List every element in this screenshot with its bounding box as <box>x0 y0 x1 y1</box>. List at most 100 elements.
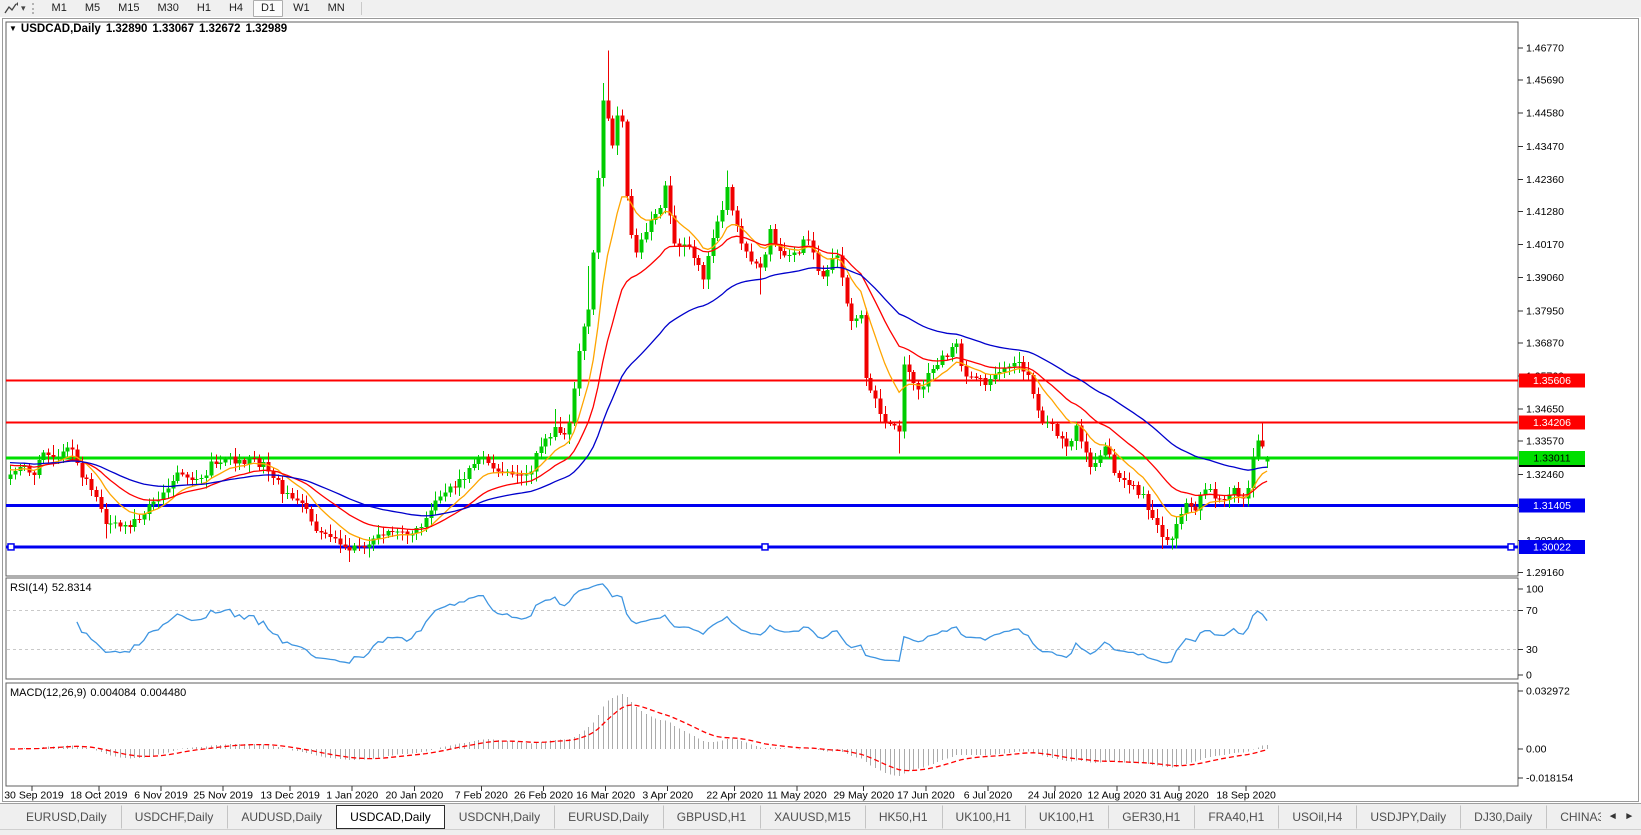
svg-text:0.032972: 0.032972 <box>1526 685 1570 697</box>
chart-tab-ger30-h1[interactable]: GER30,H1 <box>1108 804 1194 829</box>
ma-slow-line <box>9 266 1268 517</box>
svg-text:6 Nov 2019: 6 Nov 2019 <box>134 790 188 802</box>
svg-text:1 Jan 2020: 1 Jan 2020 <box>326 790 378 802</box>
svg-text:1.39060: 1.39060 <box>1526 272 1564 284</box>
timeframe-button-m1[interactable]: M1 <box>51 2 67 14</box>
svg-text:17 Jun 2020: 17 Jun 2020 <box>897 790 955 802</box>
panes <box>5 21 1519 787</box>
svg-text:0: 0 <box>1526 670 1532 682</box>
macd-main-value: 0.004084 <box>90 687 137 699</box>
svg-text:100: 100 <box>1526 584 1544 596</box>
macd-histogram <box>15 693 1268 777</box>
macd-name: MACD(12,26,9) <box>10 687 87 699</box>
timeframe-button-mn[interactable]: MN <box>327 2 345 14</box>
svg-text:1.34206: 1.34206 <box>1533 417 1571 429</box>
svg-text:31 Aug 2020: 31 Aug 2020 <box>1150 790 1209 802</box>
date-axis: 30 Sep 2019 18 Oct 2019 6 Nov 2019 25 Nov 2… <box>4 786 1276 802</box>
hline-handle[interactable] <box>761 543 769 551</box>
hline-handle[interactable] <box>1507 543 1515 551</box>
svg-text:16 Mar 2020: 16 Mar 2020 <box>576 790 635 802</box>
chart-tab-usdchf-daily[interactable]: USDCHF,Daily <box>120 804 228 829</box>
bottom-strip <box>0 829 1641 835</box>
macd-signal-line <box>10 704 1268 772</box>
svg-text:18 Oct 2019: 18 Oct 2019 <box>70 790 127 802</box>
timeframe-button-h1[interactable]: H1 <box>196 2 211 14</box>
svg-text:1.35606: 1.35606 <box>1533 375 1571 387</box>
crosshair-draw-tool-icon[interactable] <box>3 1 20 16</box>
tool-dropdown-caret-icon[interactable]: ▾ <box>21 3 26 13</box>
rsi-pane: 100 70 30 0 <box>7 583 1544 682</box>
chart-tab-eurusd-daily[interactable]: EURUSD,Daily <box>554 804 663 829</box>
toolbar-separator <box>360 2 362 15</box>
timeframe-button-m15[interactable]: M15 <box>118 2 140 14</box>
horizontal-lines[interactable] <box>6 379 1518 551</box>
chart-dropdown-icon[interactable]: ▼ <box>9 24 17 33</box>
svg-text:1.43470: 1.43470 <box>1526 141 1564 153</box>
svg-text:30 Sep 2019: 30 Sep 2019 <box>4 790 64 802</box>
drawing-tool-group: ▾ <box>0 1 26 16</box>
chart-tab-usdjpy-daily[interactable]: USDJPY,Daily <box>1356 804 1460 829</box>
timeframe-button-d1[interactable]: D1 <box>253 0 284 17</box>
macd-signal-value: 0.004480 <box>140 687 187 699</box>
chart-tab-uk100-h1[interactable]: UK100,H1 <box>1024 804 1108 829</box>
chart-tab-eurusd-daily[interactable]: EURUSD,Daily <box>26 809 107 824</box>
svg-text:1.29160: 1.29160 <box>1526 567 1564 579</box>
svg-text:1.42360: 1.42360 <box>1526 174 1564 186</box>
timeframe-toolbar: M1 M5 M15 M30 H1 H4 D1 W1 MN <box>43 0 354 17</box>
svg-text:22 Apr 2020: 22 Apr 2020 <box>706 790 763 802</box>
ohlc-close: 1.32989 <box>245 23 288 35</box>
chart-tab-fra40-h1[interactable]: FRA40,H1 <box>1194 804 1278 829</box>
svg-text:1.33570: 1.33570 <box>1526 436 1564 448</box>
timeframe-button-m5[interactable]: M5 <box>84 2 101 14</box>
price-axis: 1.46770 1.45690 1.44580 1.43470 1.42360 1.412… <box>1518 43 1564 579</box>
toolbar-grip-handle[interactable] <box>31 3 36 14</box>
hline-price-labels: 1.35606 1.34206 1.33011 1.31405 1.30022 <box>1519 373 1585 554</box>
svg-text:18 Sep 2020: 18 Sep 2020 <box>1216 790 1276 802</box>
svg-text:29 May 2020: 29 May 2020 <box>833 790 894 802</box>
svg-text:1.30022: 1.30022 <box>1533 541 1571 553</box>
timeframe-button-h4[interactable]: H4 <box>228 2 244 14</box>
chart-title: ▼ USDCAD,Daily 1.32890 1.33067 1.32672 1.3298… <box>9 23 287 35</box>
macd-pane: 0.032972 0.00 -0.018154 <box>10 685 1573 785</box>
rsi-line <box>76 583 1268 664</box>
svg-text:12 Aug 2020: 12 Aug 2020 <box>1088 790 1147 802</box>
svg-text:3 Apr 2020: 3 Apr 2020 <box>642 790 693 802</box>
svg-text:1.45690: 1.45690 <box>1526 75 1564 87</box>
svg-text:1.31405: 1.31405 <box>1533 500 1571 512</box>
tabs-scroll-left-icon[interactable]: ◄ <box>1607 810 1618 822</box>
rsi-value: 52.8314 <box>51 582 92 594</box>
svg-text:30: 30 <box>1526 644 1538 656</box>
toolbar: ▾ M1 M5 M15 M30 H1 H4 D1 W1 MN <box>0 0 1641 18</box>
macd-indicator-label: MACD(12,26,9) 0.004084 0.004480 <box>10 687 190 699</box>
svg-text:0.00: 0.00 <box>1526 744 1547 756</box>
timeframe-button-m30[interactable]: M30 <box>157 2 179 14</box>
hline-handle[interactable] <box>7 543 15 551</box>
symbol-tabbar: EURUSD,Daily USDCHF,Daily AUDUSD,Daily USDC… <box>0 803 1641 829</box>
chart-tab-usdcad-daily[interactable]: USDCAD,Daily <box>336 804 445 829</box>
svg-text:25 Nov 2019: 25 Nov 2019 <box>193 790 253 802</box>
chart-tab-dj30-daily[interactable]: DJ30,Daily <box>1460 804 1546 829</box>
tabs-scroll-right-icon[interactable]: ► <box>1624 810 1635 822</box>
rsi-name: RSI(14) <box>10 582 48 594</box>
chart-tab-gbpusd-h1[interactable]: GBPUSD,H1 <box>662 804 760 829</box>
ma-fast-line <box>9 196 1268 541</box>
chart-tab-hk50-h1[interactable]: HK50,H1 <box>864 804 942 829</box>
svg-text:7 Feb 2020: 7 Feb 2020 <box>455 790 508 802</box>
chart-tab-usdcnh-daily[interactable]: USDCNH,Daily <box>458 809 541 824</box>
timeframe-button-w1[interactable]: W1 <box>293 2 310 14</box>
chart-tab-audusd-daily[interactable]: AUDUSD,Daily <box>227 804 336 829</box>
chart-tab-usoil-h4[interactable]: USOil,H4 <box>1278 804 1356 829</box>
chart-symbol-timeframe: USDCAD,Daily <box>20 23 101 35</box>
svg-text:1.40170: 1.40170 <box>1526 239 1564 251</box>
svg-text:-0.018154: -0.018154 <box>1526 773 1573 785</box>
chart-tab-xauusd-m15[interactable]: XAUUSD,M15 <box>760 804 865 829</box>
chart-canvas[interactable]: 1.46770 1.45690 1.44580 1.43470 1.42360 1.412… <box>0 17 1641 803</box>
svg-text:26 Feb 2020: 26 Feb 2020 <box>514 790 573 802</box>
svg-text:11 May 2020: 11 May 2020 <box>767 790 827 802</box>
svg-text:24 Jul 2020: 24 Jul 2020 <box>1028 790 1082 802</box>
svg-text:1.44580: 1.44580 <box>1526 108 1564 120</box>
svg-text:1.36870: 1.36870 <box>1526 337 1564 349</box>
chart-tab-uk100-h1[interactable]: UK100,H1 <box>941 804 1025 829</box>
svg-text:1.37950: 1.37950 <box>1526 305 1564 317</box>
